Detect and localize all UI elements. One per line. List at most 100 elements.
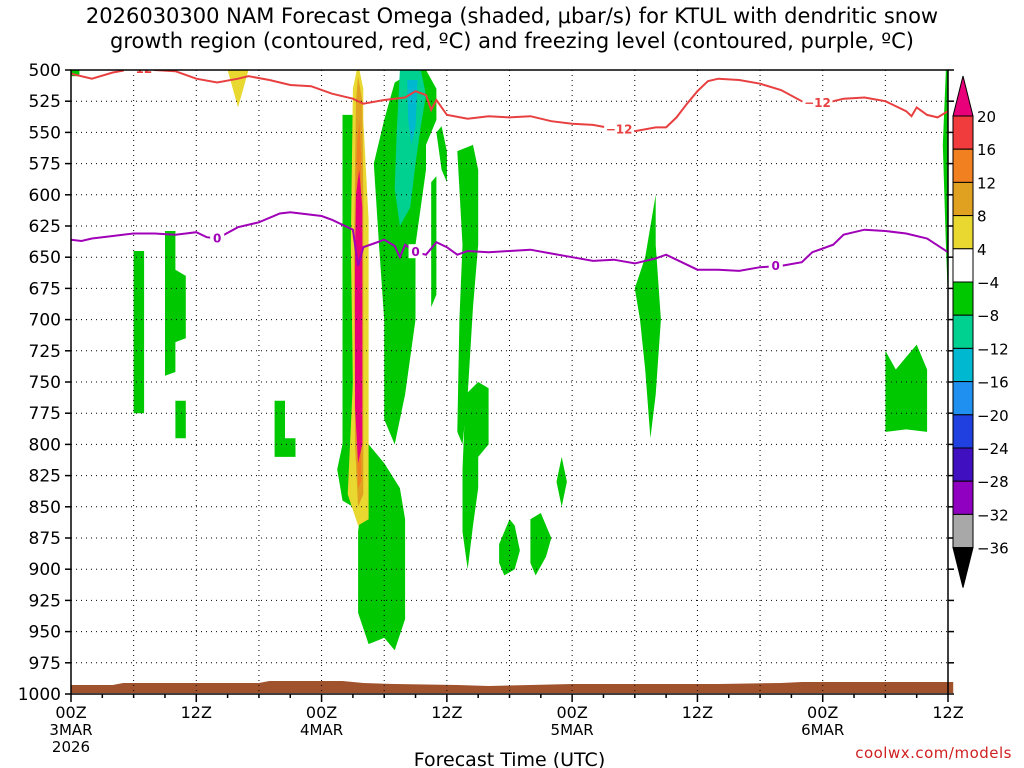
omega-region-14 xyxy=(530,513,552,576)
omega-region-2 xyxy=(175,400,186,439)
colorbar-band-11 xyxy=(952,447,974,482)
omega-region-0 xyxy=(133,251,145,414)
omega-region-13 xyxy=(499,519,520,576)
colorbar-label-13: −36 xyxy=(977,540,1009,558)
omega-region-12 xyxy=(462,382,489,570)
ground-surface xyxy=(71,681,954,693)
colorbar-top-arrow xyxy=(952,75,974,117)
colorbar-band-2 xyxy=(952,148,974,183)
y-tick-label-950: 950 xyxy=(29,623,61,643)
chart-title: 2026030300 NAM Forecast Omega (shaded, μ… xyxy=(0,4,1024,54)
omega-region-9 xyxy=(436,126,447,183)
colorbar-band-8 xyxy=(952,347,974,383)
omega-region-6 xyxy=(373,70,437,445)
freezing-contour-label-0: 0 xyxy=(213,231,221,245)
omega-region-1 xyxy=(165,231,186,376)
colorbar-label-4: 4 xyxy=(977,241,987,259)
colorbar-label-12: −32 xyxy=(977,506,1009,524)
colorbar-band-9 xyxy=(952,381,974,416)
x-tick-label-36: 12Z xyxy=(431,703,462,722)
freezing-contour-label-bg-0 xyxy=(210,230,225,245)
freezing-contour-label-2: 0 xyxy=(772,259,780,273)
colorbar-label-1: 16 xyxy=(977,141,996,159)
y-tick-label-750: 750 xyxy=(29,373,61,393)
x-tick-label-12: 12Z xyxy=(181,703,212,722)
colorbar-label-2: 12 xyxy=(977,174,996,192)
colorbar-label-10: −24 xyxy=(977,440,1009,458)
omega-region-15 xyxy=(556,456,567,507)
omega-region-4 xyxy=(337,114,353,507)
y-tick-label-775: 775 xyxy=(29,404,61,424)
colorbar-label-3: 8 xyxy=(977,208,987,226)
colorbar-band-6 xyxy=(952,281,974,316)
colorbar-label-8: −16 xyxy=(977,374,1009,392)
colorbar-band-12 xyxy=(952,480,974,515)
minus12-contour-label-bg-2 xyxy=(802,95,833,110)
x-tick-label-72: 00Z xyxy=(807,703,838,722)
omega-region-18 xyxy=(942,70,948,301)
chart-title-line-1: 2026030300 NAM Forecast Omega (shaded, μ… xyxy=(85,4,939,28)
minus12-contour-line xyxy=(71,70,948,133)
colorbar-label-6: −8 xyxy=(977,307,999,325)
y-tick-label-625: 625 xyxy=(29,217,61,237)
colorbar-band-10 xyxy=(952,414,974,449)
y-tick-label-975: 975 xyxy=(29,654,61,674)
minus12-contour-label-bg-1 xyxy=(604,121,635,136)
y-tick-label-600: 600 xyxy=(29,186,61,206)
freezing-contour-label-bg-1 xyxy=(408,244,423,259)
colorbar-label-9: −20 xyxy=(977,407,1009,425)
x-tick-label-60: 12Z xyxy=(682,703,713,722)
colorbar-label-7: −12 xyxy=(977,340,1009,358)
x-date-label-24: 4MAR xyxy=(300,721,343,739)
omega-region-25 xyxy=(355,169,363,464)
omega-region-10 xyxy=(431,176,437,308)
colorbar-label-11: −28 xyxy=(977,473,1009,491)
omega-shaded-regions xyxy=(71,70,948,651)
y-tick-label-1000: 1000 xyxy=(18,685,61,705)
omega-region-16 xyxy=(634,194,661,439)
y-tick-label-925: 925 xyxy=(29,591,61,611)
y-tick-label-500: 500 xyxy=(29,61,61,81)
colorbar-band-1 xyxy=(952,115,974,150)
colorbar-band-4 xyxy=(952,215,974,250)
x-date-label-48: 5MAR xyxy=(551,721,594,739)
source-credit: coolwx.com/models xyxy=(855,744,1012,762)
y-tick-label-675: 675 xyxy=(29,279,61,299)
y-tick-label-875: 875 xyxy=(29,529,61,549)
y-tick-label-700: 700 xyxy=(29,311,61,331)
ground-strip xyxy=(71,681,954,693)
x-tick-label-84: 12Z xyxy=(932,703,963,722)
colorbar-label-5: −4 xyxy=(977,274,999,292)
omega-region-5 xyxy=(358,444,406,651)
y-tick-label-800: 800 xyxy=(29,435,61,455)
y-tick-label-525: 525 xyxy=(29,92,61,112)
axes: 500 525 550 575 600 625 650 675 700 725 750 775 800 8… xyxy=(18,61,964,768)
omega-region-8 xyxy=(407,80,418,145)
chart-title-line-2: growth region (contoured, red, ºC) and f… xyxy=(110,29,914,53)
x-date-label-72: 6MAR xyxy=(801,721,844,739)
minus12-contour-label-2: −12 xyxy=(804,96,831,110)
colorbar-band-3 xyxy=(952,181,974,217)
y-tick-label-575: 575 xyxy=(29,155,61,175)
y-tick-label-650: 650 xyxy=(29,248,61,268)
x-date-label-0: 3MAR xyxy=(49,721,92,739)
omega-region-21 xyxy=(227,70,249,108)
colorbar-band-5 xyxy=(952,248,974,283)
x-tick-label-48: 00Z xyxy=(556,703,587,722)
y-tick-label-550: 550 xyxy=(29,123,61,143)
x-tick-label-24: 00Z xyxy=(306,703,337,722)
minus12-contour-label-0: −12 xyxy=(125,62,152,76)
omega-region-17 xyxy=(885,344,928,432)
x-tick-label-0: 00Z xyxy=(55,703,86,722)
colorbar: 20 16 12 8 4 −4 −8 −12 −16 −20 −24 −28 −32 −36 xyxy=(952,75,1009,588)
contour-lines: −12 −12 −12 0 0 0 xyxy=(71,62,948,273)
freezing-contour-label-1: 0 xyxy=(411,245,419,259)
colorbar-label-0: 20 xyxy=(977,108,996,126)
colorbar-band-13 xyxy=(952,513,974,549)
freezing-contour-line xyxy=(71,211,948,272)
y-tick-label-825: 825 xyxy=(29,467,61,487)
minus12-contour-label-1: −12 xyxy=(606,122,633,136)
omega-region-7 xyxy=(394,70,426,226)
omega-region-3 xyxy=(274,400,296,457)
